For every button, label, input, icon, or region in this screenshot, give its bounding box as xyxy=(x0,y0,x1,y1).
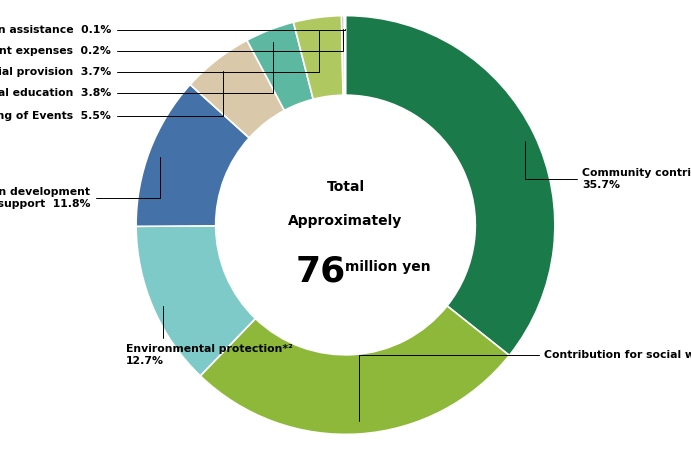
Text: Community contributions*²
35.7%: Community contributions*² 35.7% xyxy=(524,141,691,190)
Text: Research and development expenses  0.2%: Research and development expenses 0.2% xyxy=(0,29,343,56)
Wedge shape xyxy=(136,85,249,226)
Text: Reconstruction assistance  0.1%: Reconstruction assistance 0.1% xyxy=(0,25,345,35)
Wedge shape xyxy=(341,16,345,95)
Wedge shape xyxy=(200,306,509,434)
Text: Environmental protection*²
12.7%: Environmental protection*² 12.7% xyxy=(126,306,292,365)
Wedge shape xyxy=(346,16,555,356)
Text: Sponsoring of Events  5.5%: Sponsoring of Events 5.5% xyxy=(0,71,223,121)
Text: Approximately: Approximately xyxy=(288,214,403,228)
Text: Next-generation development
and support  11.8%: Next-generation development and support … xyxy=(0,157,160,209)
Wedge shape xyxy=(247,22,313,110)
Wedge shape xyxy=(294,16,343,99)
Text: million yen: million yen xyxy=(345,260,430,274)
Wedge shape xyxy=(190,40,285,138)
Wedge shape xyxy=(136,226,256,376)
Text: Total: Total xyxy=(326,180,365,194)
Text: Promote environmental education  3.8%: Promote environmental education 3.8% xyxy=(0,42,274,98)
Text: 76: 76 xyxy=(295,254,346,288)
Wedge shape xyxy=(344,16,346,95)
Text: Contribution for social welfare  26.5%: Contribution for social welfare 26.5% xyxy=(359,350,691,421)
Text: Products and material provision  3.7%: Products and material provision 3.7% xyxy=(0,31,319,77)
